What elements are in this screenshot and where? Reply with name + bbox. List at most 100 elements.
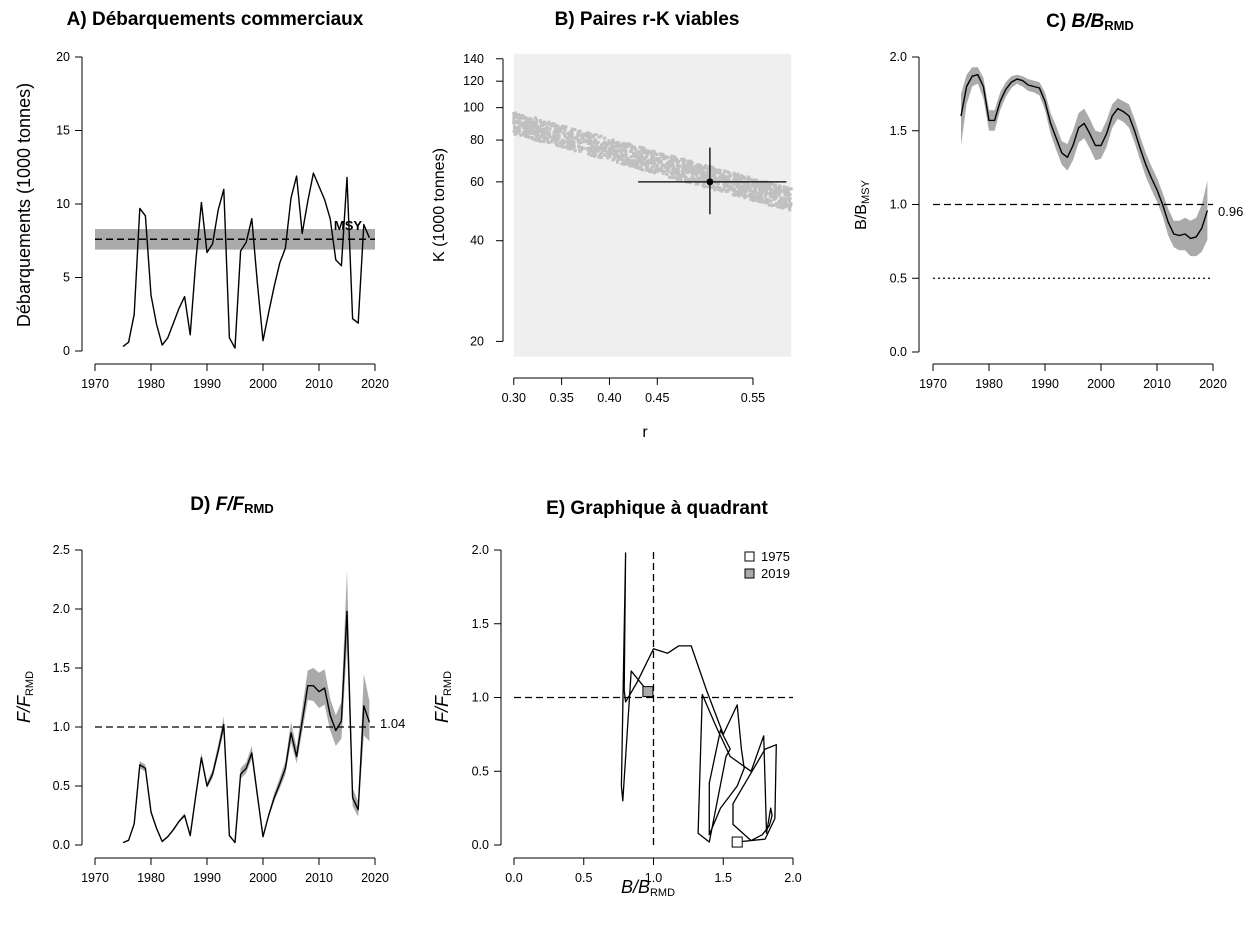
biomass-series-line (960, 73, 1209, 240)
rk-point (535, 138, 539, 142)
rk-point (636, 154, 640, 158)
rk-point (732, 171, 736, 175)
rk-point (755, 181, 758, 185)
panel-b-y-tick-label: 80 (470, 133, 484, 147)
panel-e-y-tick-label: 2.0 (472, 543, 489, 557)
rk-point (597, 155, 601, 159)
rk-point (783, 203, 787, 206)
rk-point (571, 147, 575, 151)
rk-point (562, 132, 566, 135)
rk-point (775, 190, 779, 194)
rk-point (622, 141, 626, 145)
rk-point (556, 125, 560, 129)
rk-point (534, 120, 538, 124)
rk-point (655, 163, 659, 167)
rk-point (576, 139, 580, 143)
panel-b-x-tick-label: 0.35 (549, 391, 573, 405)
rk-point (666, 156, 670, 160)
rk-point (534, 134, 538, 138)
rk-point (741, 176, 745, 180)
rk-point (686, 170, 689, 174)
rk-point (542, 132, 545, 136)
rk-point (780, 205, 784, 209)
rk-point (648, 168, 652, 172)
rk-point (717, 182, 720, 185)
rk-point (517, 121, 521, 125)
rk-point (603, 144, 607, 148)
rk-point (760, 200, 763, 204)
rk-point (724, 188, 728, 192)
rk-point (669, 157, 673, 161)
rk-point (554, 133, 558, 137)
rk-point (760, 186, 764, 190)
rk-point (751, 191, 755, 195)
rk-point (523, 129, 527, 133)
rk-point (524, 135, 528, 139)
rk-point (514, 129, 518, 133)
rk-point (738, 178, 742, 181)
rk-point (702, 182, 706, 186)
rk-point (595, 141, 599, 145)
rk-point (538, 128, 542, 131)
rk-point (597, 146, 601, 150)
rk-point (560, 145, 564, 149)
rk-point (737, 182, 741, 186)
rk-point (586, 131, 590, 135)
rk-point (744, 187, 748, 191)
rk-point (533, 138, 537, 142)
rk-point (544, 132, 548, 135)
rk-point (671, 168, 675, 172)
rk-point (745, 189, 749, 193)
rk-point (770, 187, 774, 191)
rk-point (632, 154, 636, 158)
rk-point (640, 153, 644, 157)
rk-point (548, 127, 552, 131)
rk-point (528, 120, 532, 124)
rk-point (601, 142, 605, 146)
rk-point (769, 195, 773, 199)
rk-point (612, 150, 616, 154)
rk-point (582, 140, 586, 144)
rk-point (531, 124, 535, 128)
panel-a-x-tick-label: 2020 (361, 377, 389, 391)
rk-point (777, 186, 781, 189)
rk-point (694, 164, 698, 168)
rk-point (753, 183, 757, 187)
rk-point (690, 165, 694, 169)
panel-a-x-tick-label: 1990 (193, 377, 221, 391)
panel-e-x-tick-label: 1.5 (715, 871, 732, 885)
panel-d-y-tick-label: 1.0 (53, 720, 70, 734)
rk-point (696, 176, 700, 180)
rk-point (779, 202, 782, 205)
rk-point (701, 173, 705, 177)
rk-point (682, 161, 686, 165)
panel-e-x-tick-label: 0.0 (505, 871, 522, 885)
rk-point (563, 127, 567, 131)
rk-point (650, 166, 654, 170)
rk-point (664, 163, 668, 167)
panel-d-y-tick-label: 0.5 (53, 779, 70, 793)
rk-point (773, 185, 777, 189)
biomass-end-label: 0.96 (1218, 204, 1243, 219)
panel-d-x-tick-label: 1990 (193, 871, 221, 885)
rk-point (589, 153, 593, 157)
rk-point (650, 156, 654, 160)
rk-point (733, 193, 737, 197)
rk-point (590, 144, 594, 147)
rk-point (645, 152, 649, 156)
rk-point (659, 152, 663, 156)
rk-point (779, 196, 783, 200)
rk-point (584, 134, 588, 138)
rk-point (744, 194, 748, 198)
rk-point (595, 143, 599, 147)
rk-point (688, 181, 692, 185)
panel-c-y-tick-label: 2.0 (890, 50, 907, 64)
rk-point (692, 179, 696, 183)
rk-point (540, 139, 544, 143)
rk-point (683, 164, 687, 167)
rk-point (671, 176, 675, 180)
panel-d-y-tick-label: 1.5 (53, 661, 70, 675)
rk-point (536, 126, 540, 130)
rk-point (606, 150, 609, 154)
panel-d-x-tick-label: 1980 (137, 871, 165, 885)
